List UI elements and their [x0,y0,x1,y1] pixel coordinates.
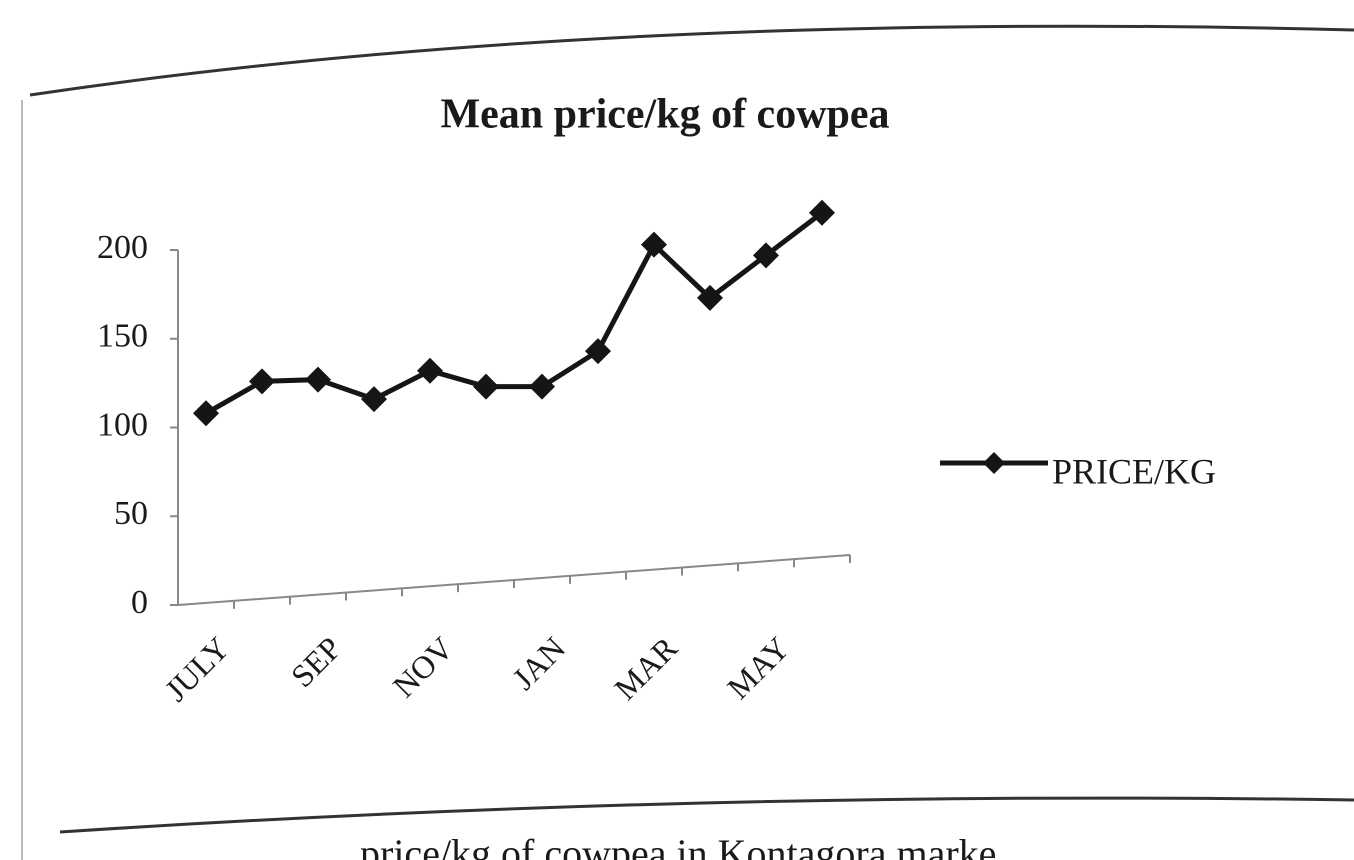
y-tick-label: 200 [97,229,148,266]
legend-marker [983,452,1005,474]
frame-bottom [59,796,1354,834]
legend-label: PRICE/KG [1052,451,1216,491]
point [249,368,275,395]
x-tick-label: SEP [284,630,348,694]
frame-top [29,24,1354,97]
x-tick-label: NOV [386,630,460,704]
point [361,386,387,413]
point [585,338,611,365]
point [417,357,443,384]
point [753,242,779,269]
point [473,373,499,400]
x-tick-label: MAY [720,630,796,706]
y-tick-label: 150 [97,318,148,355]
point [809,199,835,226]
point [193,400,219,427]
caption: price/kg of cowpea in Kontagora marke [360,831,996,860]
point [641,231,667,258]
point [529,373,555,400]
x-tick-label: JAN [505,630,572,697]
point [697,284,723,311]
x-tick-label: MAR [607,629,684,706]
y-tick-label: 100 [97,406,148,443]
point [305,366,331,393]
y-tick-label: 0 [131,584,148,621]
chart-title: Mean price/kg of cowpea [440,92,889,138]
y-tick-label: 50 [114,495,148,532]
x-tick-label: JULY [158,630,236,708]
series-line [204,210,824,416]
